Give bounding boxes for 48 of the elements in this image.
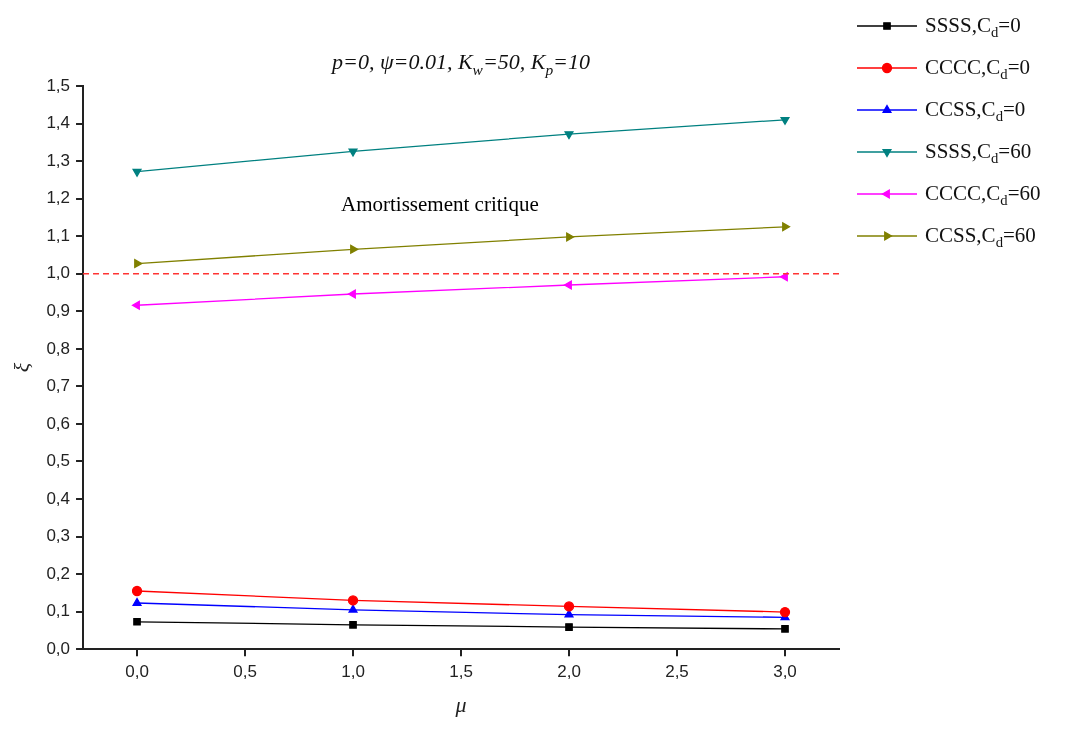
y-tick-label: 1,2 xyxy=(46,188,71,208)
x-tick-label: 2,0 xyxy=(557,662,581,682)
point xyxy=(782,222,791,232)
point xyxy=(134,259,143,269)
y-tick-label: 1,0 xyxy=(46,263,71,283)
x-tick-label: 3,0 xyxy=(773,662,797,682)
y-axis-title: ξ xyxy=(8,362,34,373)
point xyxy=(347,289,356,299)
point xyxy=(349,620,357,629)
point xyxy=(566,232,575,242)
point xyxy=(132,597,142,606)
x-tick-label: 2,5 xyxy=(665,662,689,682)
y-tick-label: 0,9 xyxy=(46,300,71,320)
y-tick-label: 0,2 xyxy=(46,563,71,583)
point xyxy=(564,609,574,618)
y-tick-label: 0,6 xyxy=(46,413,71,433)
point xyxy=(779,606,791,618)
point xyxy=(780,116,790,125)
point xyxy=(565,623,573,631)
point xyxy=(781,625,789,633)
point xyxy=(564,131,574,140)
y-tick-label: 0,7 xyxy=(46,376,71,396)
x-tick-label: 1,0 xyxy=(341,662,365,682)
y-tick-label: 0,4 xyxy=(46,488,71,508)
y-tick-label: 0,5 xyxy=(46,451,71,471)
point xyxy=(563,280,572,290)
point xyxy=(133,617,141,626)
x-tick-label: 1,5 xyxy=(449,662,473,682)
point xyxy=(131,585,143,597)
y-tick-label: 1,1 xyxy=(46,225,71,245)
point xyxy=(347,595,359,606)
y-tick-label: 0,0 xyxy=(46,638,71,658)
point xyxy=(348,148,358,157)
y-tick-label: 0,1 xyxy=(46,601,71,621)
point xyxy=(131,300,140,310)
point xyxy=(348,604,358,613)
y-tick-label: 1,3 xyxy=(46,150,71,170)
point xyxy=(350,244,359,254)
ref-line-label: Amortissement critique xyxy=(341,192,539,217)
point xyxy=(132,168,142,177)
point xyxy=(563,601,575,612)
y-tick-label: 0,8 xyxy=(46,338,71,358)
x-axis-title: μ xyxy=(454,691,467,717)
y-tick-label: 1,5 xyxy=(46,75,71,95)
y-tick-label: 1,4 xyxy=(46,113,71,133)
x-tick-label: 0,0 xyxy=(125,662,149,682)
x-tick-label: 0,5 xyxy=(233,662,257,682)
y-tick-label: 0,3 xyxy=(46,526,71,546)
